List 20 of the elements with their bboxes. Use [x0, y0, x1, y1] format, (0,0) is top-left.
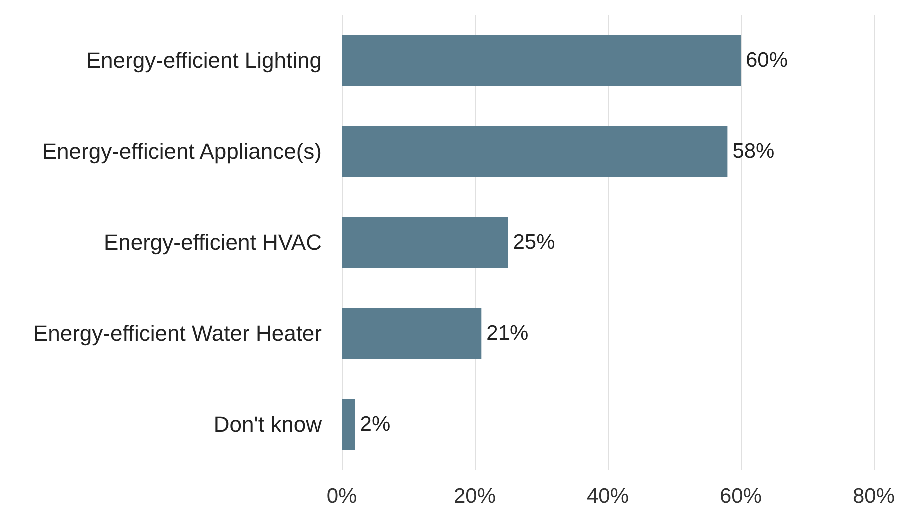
- y-tick-label: Energy-efficient HVAC: [104, 230, 322, 255]
- x-tick-label: 80%: [852, 485, 895, 508]
- data-label: 60%: [746, 49, 788, 72]
- bar: [342, 126, 728, 177]
- data-label: 58%: [732, 140, 775, 163]
- bar: [342, 35, 741, 86]
- x-tick-label: 0%: [326, 485, 358, 508]
- bar: [342, 308, 482, 359]
- data-label: 2%: [360, 413, 391, 436]
- data-label: 25%: [513, 231, 556, 254]
- x-tick-label: 60%: [720, 485, 762, 508]
- y-tick-label: Energy-efficient Water Heater: [33, 321, 322, 346]
- x-tick-label: 20%: [454, 485, 496, 508]
- y-tick-label: Energy-efficient Lighting: [86, 48, 322, 73]
- y-tick-label: Energy-efficient Appliance(s): [42, 139, 322, 164]
- bar: [342, 399, 356, 450]
- y-tick-label: Don't know: [214, 412, 322, 437]
- bar: [342, 217, 508, 268]
- data-label: 21%: [486, 322, 529, 345]
- x-tick-label: 40%: [586, 485, 630, 508]
